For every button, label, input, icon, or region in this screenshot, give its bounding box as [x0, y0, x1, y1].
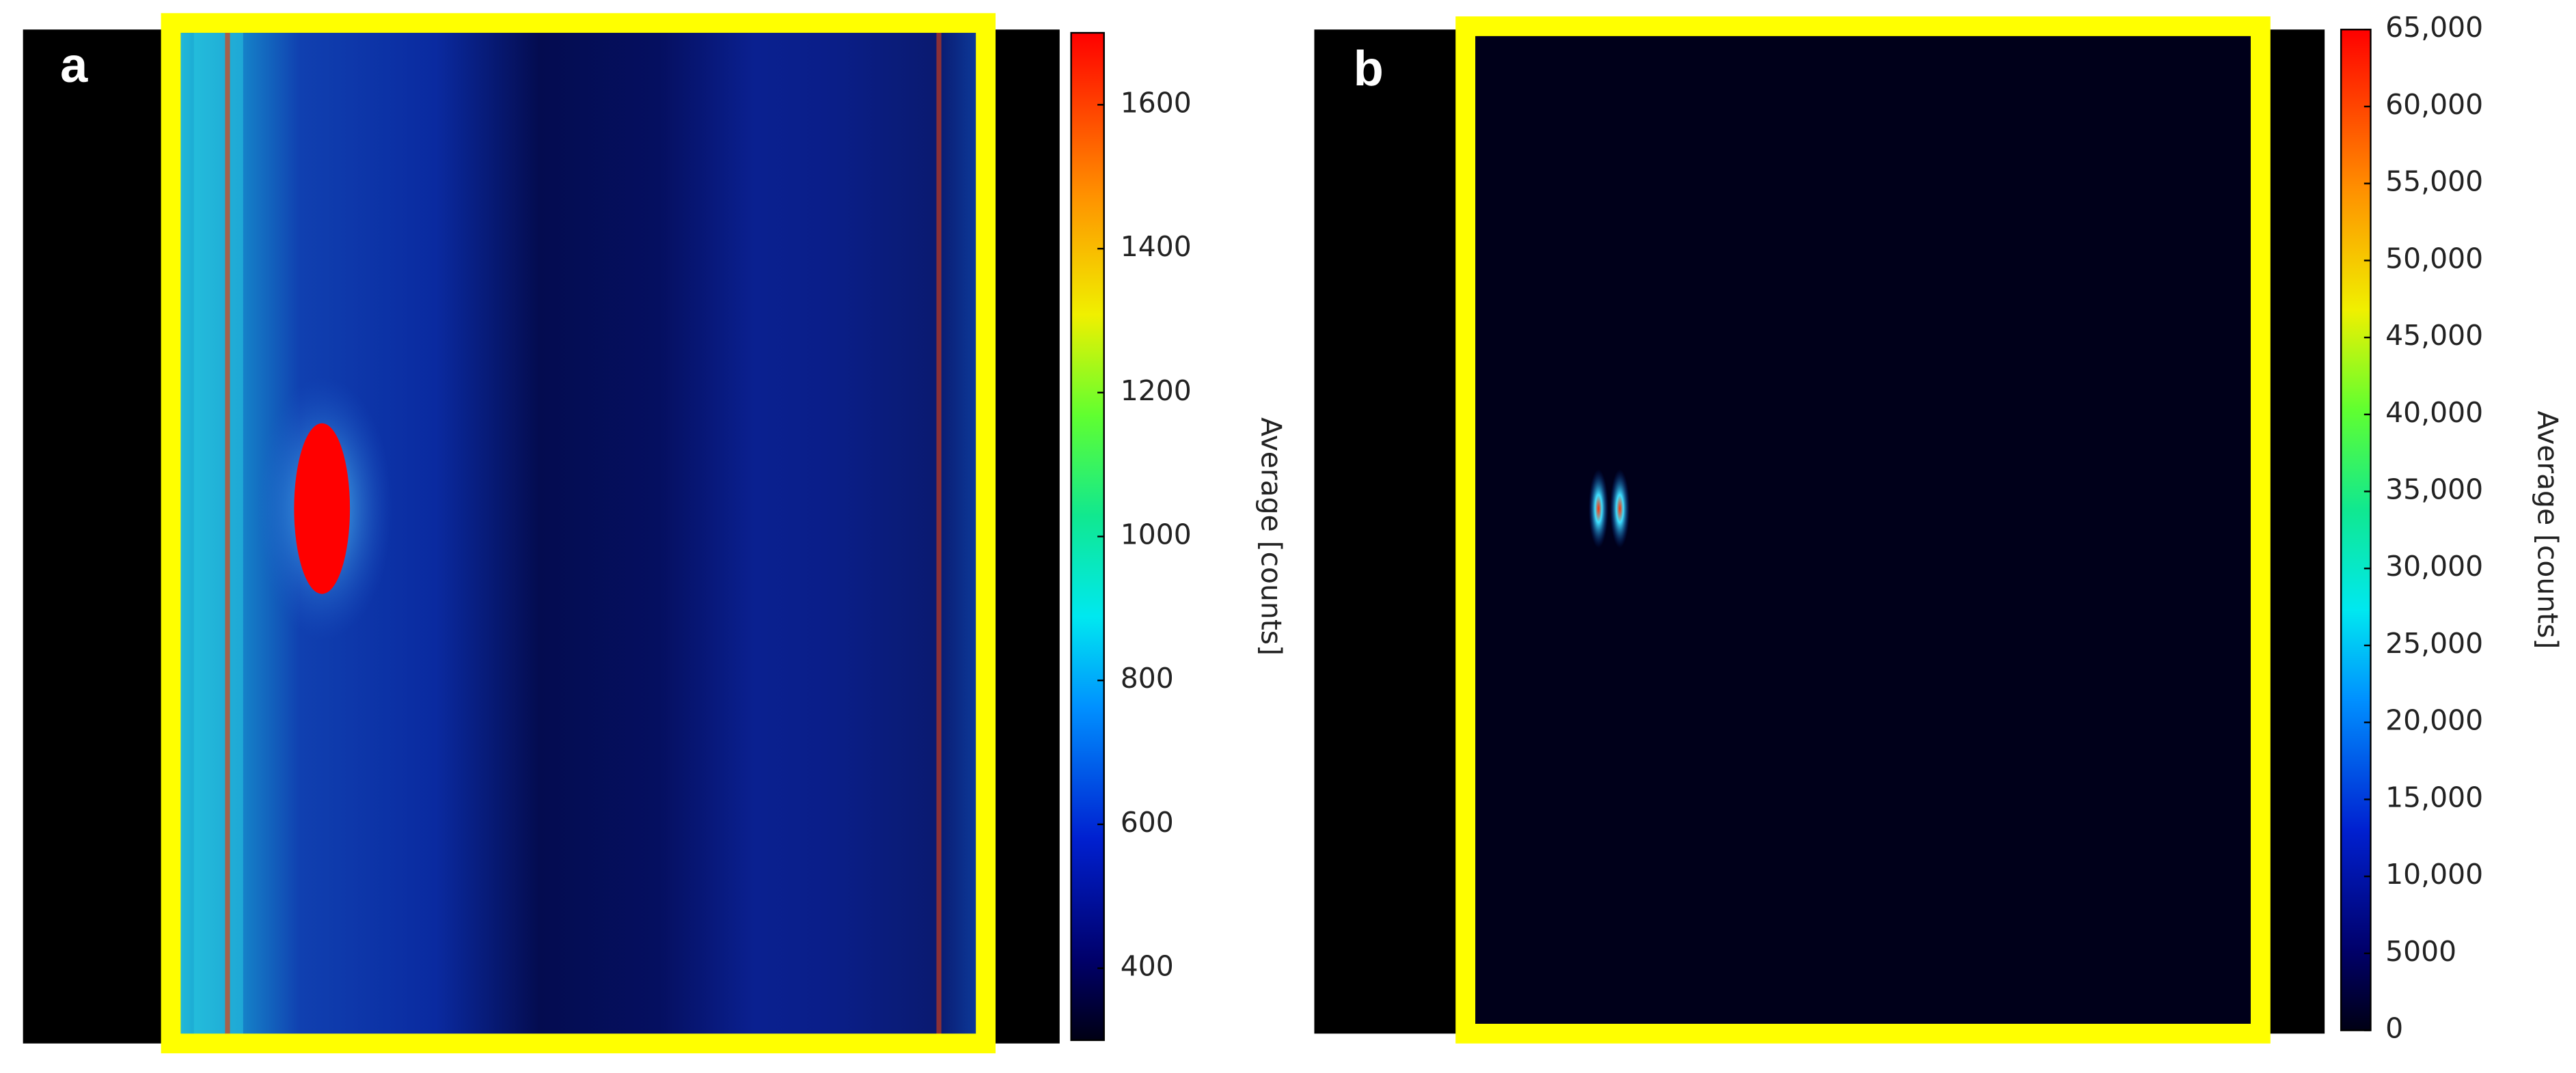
- colorbar-tick-label: 50,000: [2385, 242, 2483, 275]
- colorbar-tick-label: 400: [1121, 950, 1174, 983]
- colorbar-tick-label: 65,000: [2385, 11, 2483, 44]
- colorbar-tick-label: 20,000: [2385, 704, 2483, 737]
- colorbar-tick-label: 10,000: [2385, 858, 2483, 891]
- panel-label: b: [1354, 42, 1384, 96]
- colorbar-tick-label: 800: [1121, 662, 1174, 695]
- colorbar-tick-label: 55,000: [2385, 165, 2483, 198]
- colorbar-tick-label: 1400: [1121, 230, 1192, 263]
- colorbar-label: Average [counts]: [2532, 410, 2564, 649]
- colorbar-tick-label: 1600: [1121, 86, 1192, 119]
- image-a: [23, 13, 1060, 1054]
- colorbar-tick-label: 600: [1121, 806, 1174, 839]
- colorbar-tick-label: 1200: [1121, 374, 1192, 407]
- colorbar-tick-label: 1000: [1121, 518, 1192, 551]
- panel-label: a: [60, 38, 88, 93]
- colorbar-label: Average [counts]: [1255, 417, 1288, 656]
- colorbar-tick-label: 0: [2385, 1012, 2403, 1045]
- image-b: [1314, 16, 2325, 1044]
- colorbar: [2340, 29, 2372, 1031]
- colorbar-tick-label: 15,000: [2385, 781, 2483, 813]
- colorbar-tick-label: 40,000: [2385, 396, 2483, 429]
- colorbar-tick-label: 45,000: [2385, 319, 2483, 352]
- colorbar-tick-label: 35,000: [2385, 473, 2483, 506]
- colorbar-tick-label: 30,000: [2385, 550, 2483, 583]
- colorbar-tick-label: 5000: [2385, 935, 2456, 968]
- colorbar-tick-label: 25,000: [2385, 627, 2483, 660]
- colorbar-tick-label: 60,000: [2385, 88, 2483, 121]
